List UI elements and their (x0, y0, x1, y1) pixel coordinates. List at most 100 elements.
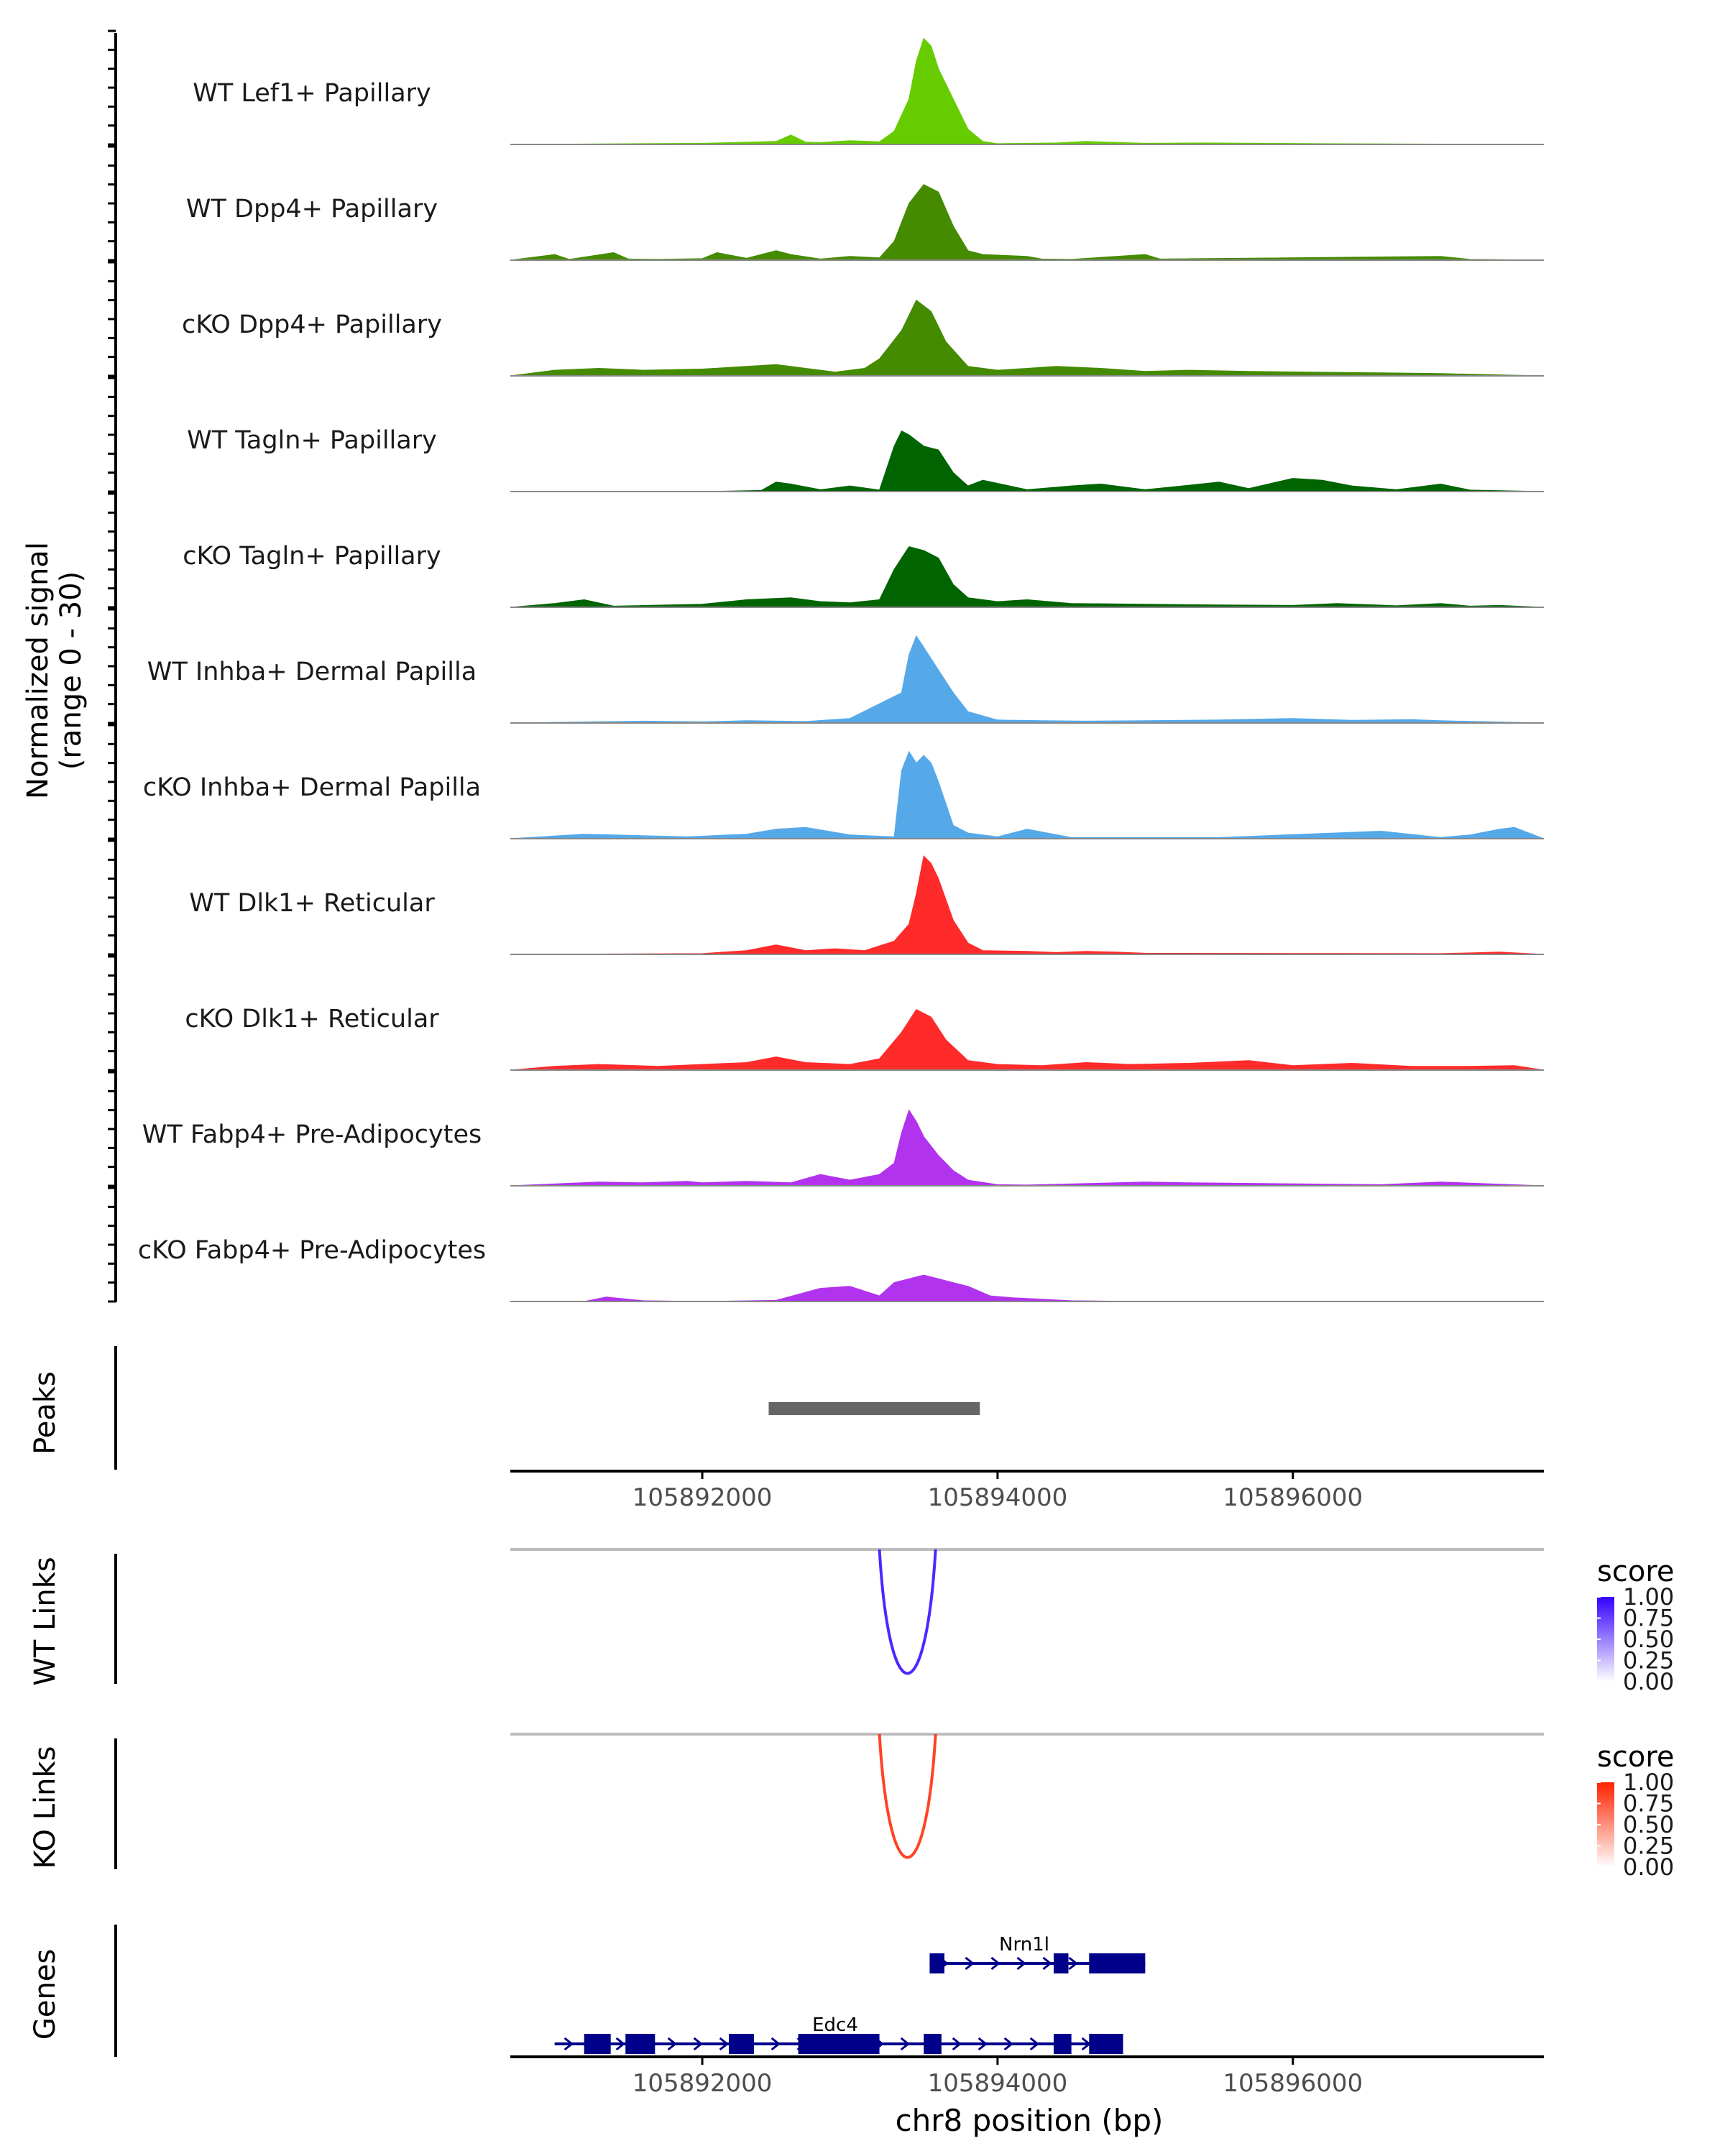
y-axis-title-line2: (range 0 - 30) (55, 571, 88, 770)
legend-tick-label: 0.25 (1623, 1647, 1674, 1674)
coverage-area (510, 546, 1545, 608)
coverage-area (510, 1109, 1545, 1187)
coverage-area (510, 855, 1545, 955)
gene-exon (1053, 2034, 1072, 2054)
track-label: WT Lef1+ Papillary (193, 79, 431, 108)
ko-links-label: KO Links (29, 1746, 62, 1869)
peak-region (768, 1402, 980, 1415)
x-axis-bottom: 105892000 105894000 105896000 (510, 2055, 1544, 2098)
links-panels: WT Links KO Links score score 1.000.750.… (29, 1548, 1674, 1881)
gene-name-label: Nrn1l (999, 1934, 1049, 1955)
strand-arrow (1068, 1956, 1078, 1971)
gene-exon (1089, 1953, 1146, 1973)
link-arc (878, 1733, 937, 1859)
legend-tick-label: 1.00 (1623, 1769, 1674, 1796)
coverage-area (510, 37, 1545, 145)
track-wt-lef1-papillary: WT Lef1+ Papillary (108, 29, 1545, 146)
strand-arrow (990, 1956, 1000, 1971)
gene-exon (1089, 2034, 1123, 2054)
track-label: cKO Inhba+ Dermal Papilla (143, 773, 481, 802)
track-wt-inhba-dermal-papilla: WT Inhba+ Dermal Papilla (108, 608, 1545, 724)
track-wt-dpp4-papillary: WT Dpp4+ Papillary (108, 145, 1545, 262)
legend-tick-label: 0.75 (1623, 1790, 1674, 1818)
gene-exon (584, 2034, 611, 2054)
x-tick-label: 105896000 (1223, 2069, 1363, 2098)
legend-tick-label: 0.00 (1623, 1668, 1674, 1695)
peaks-panel: Peaks 105892000 105894000 1058960001058920… (29, 1346, 1544, 2098)
track-cko-inhba-dermal-papilla: cKO Inhba+ Dermal Papilla (108, 724, 1545, 840)
strand-arrow (1003, 2037, 1014, 2051)
y-axis-title-line1: Normalized signal (22, 542, 55, 799)
track-cko-tagln-papillary: cKO Tagln+ Papillary (108, 492, 1545, 609)
x-tick-label: 105892000 (632, 2069, 773, 2098)
coverage-tracks: WT Lef1+ Papillary WT Dpp4+ Papillary cKO … (108, 29, 1545, 1303)
track-wt-dlk1-reticular: WT Dlk1+ Reticular (108, 839, 1545, 956)
x-tick-label: 105894000 (928, 2069, 1068, 2098)
coverage-area (510, 430, 1545, 492)
strand-arrow (978, 2037, 988, 2051)
wt-links-label: WT Links (29, 1557, 62, 1685)
strand-arrow (1016, 1956, 1026, 1971)
genes-label: Genes (29, 1949, 62, 2040)
gene-nrn1l: Nrn1l (929, 1934, 1146, 1973)
track-cko-dpp4-papillary: cKO Dpp4+ Papillary (108, 261, 1545, 377)
track-label: cKO Dlk1+ Reticular (185, 1005, 439, 1033)
strand-arrow (900, 2037, 911, 2051)
strand-arrow (1042, 1956, 1052, 1971)
strand-arrow (667, 2037, 678, 2051)
track-wt-fabp4-pre-adipocytes: WT Fabp4+ Pre-Adipocytes (108, 1071, 1545, 1187)
links-panel-1: 1.000.750.500.250.00 (114, 1548, 1674, 1695)
legend-tick-label: 1.00 (1623, 1583, 1674, 1611)
coverage-area (510, 299, 1545, 377)
gene-exon (1053, 1953, 1069, 1973)
gene-edc4: Edc4 (554, 2014, 1123, 2054)
legend-tick-label: 0.50 (1623, 1811, 1674, 1838)
gene-exon (929, 1953, 944, 1973)
track-label: WT Dpp4+ Papillary (186, 195, 438, 224)
gene-exon (798, 2034, 880, 2054)
track-wt-tagln-papillary: WT Tagln+ Papillary (108, 377, 1545, 493)
track-label: cKO Dpp4+ Papillary (182, 310, 442, 339)
x-tick-label: 105896000 (1223, 1483, 1363, 1512)
track-label: cKO Tagln+ Papillary (183, 542, 441, 571)
strand-arrow (1029, 2037, 1040, 2051)
y-axis-title: Normalized signal (range 0 - 30) (22, 542, 88, 799)
track-label: WT Fabp4+ Pre-Adipocytes (142, 1120, 482, 1149)
genes-panel: Genes Nrn1l Edc4 (29, 1925, 1146, 2057)
gene-exon (924, 2034, 942, 2054)
wt-legend-title: score (1597, 1555, 1674, 1588)
x-axis-top: 105892000 105894000 105896000 (510, 1470, 1544, 1512)
strand-arrow (564, 2037, 574, 2051)
strand-arrow (693, 2037, 704, 2051)
strand-arrow (615, 2037, 626, 2051)
x-tick-label: 105894000 (928, 1483, 1068, 1512)
coverage-area (510, 184, 1545, 261)
track-label: WT Tagln+ Papillary (187, 426, 437, 455)
strand-arrow (952, 2037, 962, 2051)
track-label: WT Inhba+ Dermal Papilla (147, 658, 477, 686)
gene-exon (729, 2034, 754, 2054)
link-arc (878, 1549, 937, 1675)
gene-name-label: Edc4 (812, 2014, 858, 2036)
peaks-label: Peaks (29, 1371, 62, 1455)
legend-tick-label: 0.50 (1623, 1626, 1674, 1653)
track-cko-fabp4-pre-adipocytes: cKO Fabp4+ Pre-Adipocytes (108, 1187, 1544, 1303)
legend-tick-label: 0.25 (1623, 1833, 1674, 1860)
track-cko-dlk1-reticular: cKO Dlk1+ Reticular (108, 955, 1545, 1072)
track-label: cKO Fabp4+ Pre-Adipocytes (138, 1236, 486, 1265)
track-label: WT Dlk1+ Reticular (189, 889, 435, 918)
coverage-area (510, 1009, 1545, 1071)
coverage-area (510, 1274, 1544, 1302)
strand-arrow (965, 1956, 975, 1971)
ko-legend-title: score (1597, 1741, 1674, 1774)
coverage-area (510, 750, 1545, 839)
gene-exon (625, 2034, 656, 2054)
strand-arrow (770, 2037, 781, 2051)
links-panel-2: 1.000.750.500.250.00 (114, 1733, 1674, 1881)
legend-tick-label: 0.00 (1623, 1853, 1674, 1881)
legend-tick-label: 0.75 (1623, 1605, 1674, 1632)
x-tick-label: 105892000 (632, 1483, 773, 1512)
x-axis-title: chr8 position (bp) (896, 2103, 1164, 2138)
coverage-area (510, 635, 1545, 724)
